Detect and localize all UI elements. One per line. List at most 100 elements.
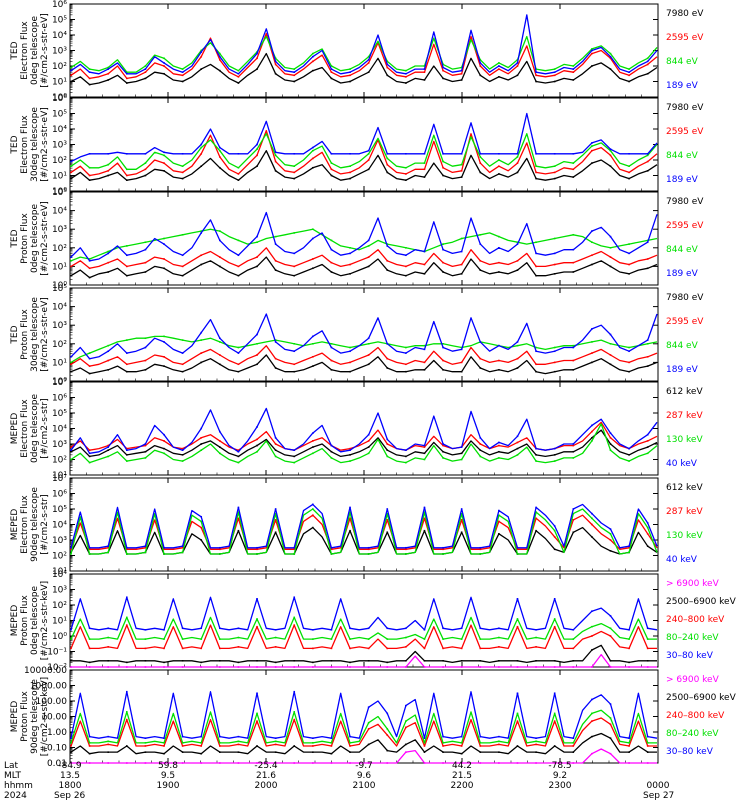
series-line: [70, 35, 658, 73]
y-tick-label: 10⁴: [52, 31, 67, 41]
data-point: [163, 57, 165, 60]
data-point: [330, 629, 333, 631]
data-point: [144, 241, 147, 244]
data-point: [367, 71, 370, 73]
data-point: [219, 239, 221, 242]
data-point: [293, 363, 296, 366]
data-point: [181, 233, 184, 236]
y-tick-label: 10⁵: [52, 284, 67, 294]
legend-entry: 287 keV: [666, 411, 703, 421]
legend-entry: 130 keV: [666, 435, 703, 445]
data-point: [237, 450, 240, 453]
data-point: [572, 666, 575, 668]
data-point: [628, 661, 630, 664]
data-point: [349, 647, 351, 650]
data-point: [312, 149, 314, 152]
data-point: [144, 443, 147, 445]
data-point: [535, 740, 537, 743]
data-point: [144, 666, 147, 668]
data-point: [219, 69, 221, 72]
data-point: [88, 762, 91, 764]
data-point: [628, 447, 630, 450]
data-point: [646, 660, 649, 662]
data-point: [572, 248, 575, 251]
data-point: [367, 433, 370, 436]
data-point: [274, 449, 277, 451]
data-point: [330, 737, 333, 739]
data-point: [423, 168, 426, 171]
legend-entry: 844 eV: [666, 57, 699, 67]
data-point: [553, 712, 556, 715]
data-point: [274, 357, 277, 360]
legend-entry: 189 eV: [666, 81, 699, 91]
y-axis-title: TED: [10, 135, 20, 154]
data-point: [274, 57, 277, 60]
legend-entry: 130 keV: [666, 531, 703, 541]
data-point: [460, 742, 463, 744]
data-point: [181, 265, 184, 268]
data-point: [126, 153, 128, 155]
data-point: [237, 646, 240, 648]
data-point: [349, 661, 351, 664]
y-axis-title: TED: [10, 41, 20, 60]
y-tick-label: 10¹: [52, 471, 67, 481]
data-point: [423, 348, 426, 351]
data-point: [219, 647, 221, 650]
data-point: [144, 71, 147, 73]
y-axis-title: Proton Flux: [20, 309, 30, 360]
data-point: [516, 454, 519, 456]
data-point: [516, 74, 519, 77]
data-point: [423, 369, 426, 371]
data-point: [646, 63, 649, 66]
data-point: [107, 546, 110, 549]
series-line: [70, 313, 658, 360]
x-row-label: hhmm: [4, 781, 33, 791]
y-axis-title: 90deg telescope: [30, 487, 40, 562]
legend-entry: 7980 eV: [666, 293, 704, 303]
lat-value: -78.5: [548, 761, 571, 771]
data-point: [312, 365, 314, 367]
y-tick-label: 10000.00: [24, 666, 67, 676]
data-point: [181, 68, 184, 70]
data-point: [274, 72, 277, 75]
data-point: [553, 625, 556, 628]
data-point: [442, 248, 444, 251]
data-point: [330, 752, 333, 755]
data-point: [609, 437, 612, 439]
data-point: [144, 359, 147, 362]
y-axis-title: Electron Flux: [20, 399, 30, 458]
data-point: [367, 762, 370, 764]
data-point: [144, 660, 147, 662]
y-tick-label: 10⁷: [52, 378, 67, 388]
data-point: [70, 256, 72, 258]
data-point: [107, 660, 110, 662]
data-point: [572, 369, 575, 371]
data-point: [646, 153, 649, 155]
data-point: [535, 454, 537, 456]
data-point: [312, 638, 314, 640]
data-point: [367, 728, 370, 730]
data-point: [479, 548, 482, 551]
data-point: [219, 735, 221, 738]
series-line: [70, 247, 658, 269]
legend-entry: 2595 eV: [666, 317, 704, 327]
data-point: [572, 443, 575, 445]
y-tick-label: 10²: [52, 456, 67, 466]
data-point: [256, 692, 258, 695]
data-point: [609, 550, 612, 552]
data-point: [144, 629, 147, 631]
data-point: [126, 363, 128, 366]
data-point: [442, 369, 444, 371]
data-point: [628, 153, 630, 155]
data-point: [163, 440, 165, 442]
data-point: [181, 171, 184, 174]
data-point: [646, 735, 649, 738]
data-point: [572, 742, 575, 744]
data-point: [330, 77, 333, 80]
data-point: [88, 71, 91, 73]
data-point: [423, 647, 426, 650]
data-point: [312, 343, 314, 345]
data-point: [479, 62, 482, 64]
data-point: [219, 762, 221, 764]
data-point: [349, 454, 351, 456]
